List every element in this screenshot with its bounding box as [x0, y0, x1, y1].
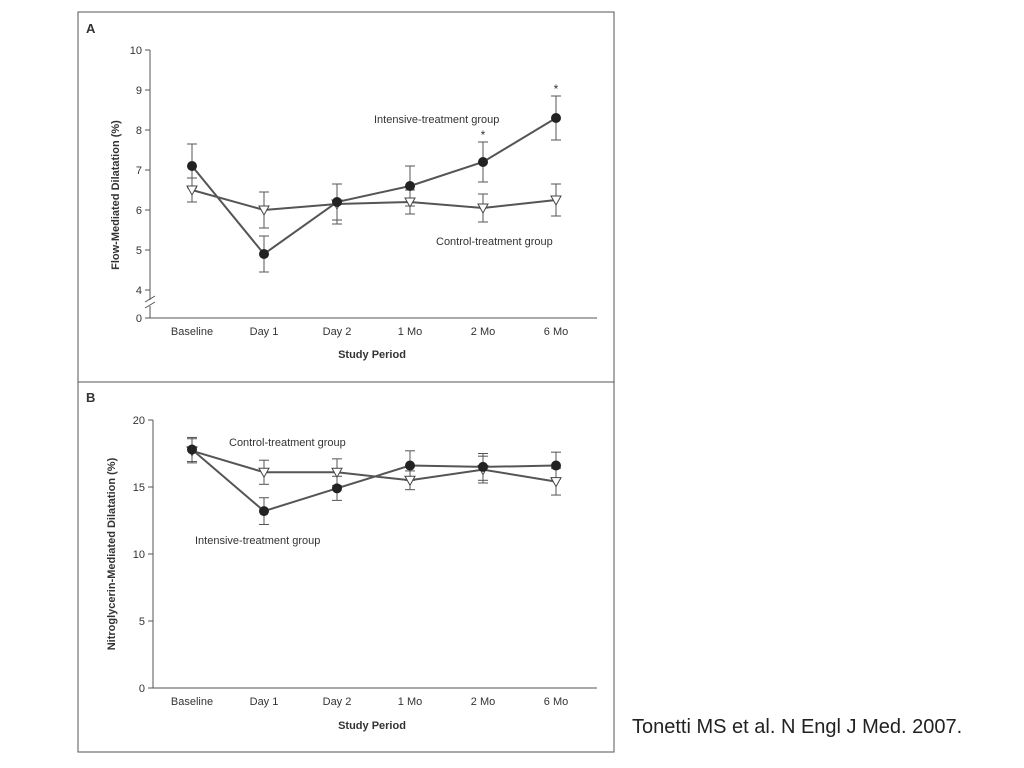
panel-a-intensive-significance-marker: * [554, 82, 559, 96]
panel-b-x-tick-label: Day 2 [323, 696, 352, 708]
panel-a-letter: A [86, 21, 96, 36]
panel-b-y-tick-label: 15 [133, 482, 145, 494]
panel-a-y-tick-label: 9 [136, 85, 142, 97]
panel-a-y-tick-label: 10 [130, 45, 142, 57]
panel-a-y-tick-label: 6 [136, 205, 142, 217]
panel-b-intensive-point [478, 461, 488, 472]
panel-b-marks [186, 436, 562, 526]
panel-b-y-tick-label: 10 [133, 549, 145, 561]
panel-a-axis-break-mark [144, 301, 156, 309]
panel-b-label-intensive: Intensive-treatment group [195, 535, 320, 547]
panel-b-control-point [331, 467, 343, 479]
panel-b-label-control: Control-treatment group [229, 437, 346, 449]
panel-a: A 0 4 5 6 7 8 9 10 Baseline Day 1 Day 2 1 Mo 2 Mo 6 M… [77, 11, 615, 383]
panel-a-intensive-point [478, 157, 488, 167]
citation: Tonetti MS et al. N Engl J Med. 2007. [632, 716, 963, 738]
panel-b-x-tick-label: 2 Mo [471, 696, 495, 708]
panel-a-label-control: Control-treatment group [436, 236, 553, 248]
panel-a-y-tick-label: 7 [136, 165, 142, 177]
panel-a-intensive-point [405, 181, 415, 191]
panel-b-y-axis-label: Nitroglycerin-Mediated Dilatation (%) [106, 457, 118, 650]
panel-a-control-line [191, 189, 557, 212]
panel-b-letter: B [86, 390, 95, 405]
panel-a-control-point [186, 185, 198, 197]
panel-b: B 0 5 10 15 20 Baseline Day 1 Day 2 1 Mo 2 Mo 6 Mo… [77, 381, 615, 753]
panel-a-y-axis-label: Flow-Mediated Dilatation (%) [110, 120, 122, 270]
panel-a-y-tick-label: 8 [136, 125, 142, 137]
panel-a-intensive-point [187, 161, 197, 171]
panel-b-y-tick-label: 20 [133, 415, 145, 427]
panel-a-control-point [404, 197, 416, 209]
panel-b-intensive-point [551, 460, 561, 471]
panel-a-control-point [477, 203, 489, 215]
panel-a-label-intensive: Intensive-treatment group [374, 114, 499, 126]
panel-a-intensive-point [551, 113, 561, 123]
panel-a-control-point [550, 195, 562, 207]
panel-a-y-tick-label: 5 [136, 245, 142, 257]
panel-b-intensive-point [259, 506, 269, 517]
panel-a-x-axis-label: Study Period [338, 349, 406, 361]
panel-a-intensive-point [259, 249, 269, 259]
panel-b-axes: 0 5 10 15 20 Baseline Day 1 Day 2 1 Mo 2 Mo 6 Mo [133, 415, 597, 708]
panel-a-intensive-significance-marker: * [481, 128, 486, 142]
panel-b-x-tick-label: 1 Mo [398, 696, 422, 708]
panel-a-intensive-line [191, 117, 557, 256]
panel-b-control-point [550, 477, 562, 488]
panel-b-intensive-point [187, 444, 197, 455]
panel-b-y-tick-label: 5 [139, 616, 145, 628]
panel-b-x-tick-label: Baseline [171, 696, 213, 708]
panel-a-y-tick-label: 0 [136, 313, 142, 325]
panel-b-control-point [258, 467, 270, 479]
panel-b-x-axis-label: Study Period [338, 720, 406, 732]
panel-a-x-tick-label: 2 Mo [471, 326, 495, 338]
panel-b-frame [77, 381, 615, 753]
panel-a-y-tick-label: 4 [136, 285, 142, 297]
panel-b-y-tick-label: 0 [139, 683, 145, 695]
panel-b-x-tick-label: 6 Mo [544, 696, 568, 708]
panel-a-x-tick-label: Day 1 [250, 326, 279, 338]
panel-a-x-tick-label: Day 2 [323, 326, 352, 338]
panel-b-control-point [404, 475, 416, 487]
panel-a-x-tick-label: Baseline [171, 326, 213, 338]
panel-a-intensive-point [332, 197, 342, 207]
panel-a-x-tick-label: 1 Mo [398, 326, 422, 338]
panel-a-axis-break-mark [144, 295, 156, 303]
panel-a-control-point [258, 205, 270, 217]
panel-b-intensive-point [332, 483, 342, 494]
panel-a-axes: 0 4 5 6 7 8 9 10 Baseline Day 1 Day 2 1 Mo 2 Mo 6 Mo [130, 45, 597, 338]
panel-a-marks: ** [186, 82, 562, 273]
panel-b-x-tick-label: Day 1 [250, 696, 279, 708]
panel-b-intensive-point [405, 460, 415, 471]
panel-b-intensive-line [191, 448, 557, 513]
panel-a-x-tick-label: 6 Mo [544, 326, 568, 338]
